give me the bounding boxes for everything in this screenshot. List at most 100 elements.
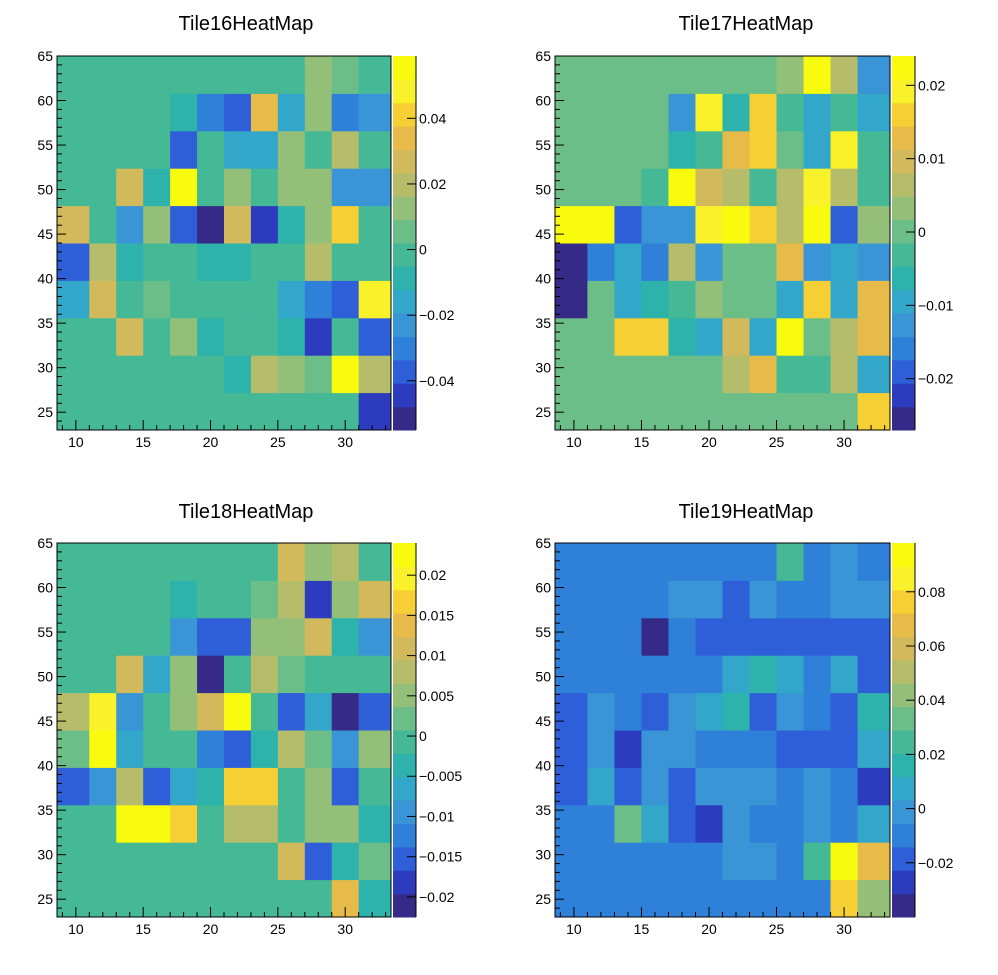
heatmap-cell <box>143 655 171 694</box>
heatmap-cell <box>857 767 886 806</box>
x-tick-label: 10 <box>566 921 582 937</box>
colorbar-segment <box>892 359 915 384</box>
colorbar-segment <box>393 336 416 361</box>
heatmap-cell <box>224 580 252 619</box>
heatmap-cell <box>89 692 117 731</box>
heatmap-cell <box>277 617 306 656</box>
colorbar-segment <box>892 870 915 895</box>
colorbar-segment <box>892 149 915 174</box>
heatmap-cell <box>358 655 387 694</box>
y-tick-label: 45 <box>535 713 551 729</box>
colorbar-tick-label: 0.02 <box>419 176 446 192</box>
heatmap-cell <box>614 168 642 207</box>
heatmap-cell <box>170 317 198 356</box>
colorbar-tick-label: −0.02 <box>419 307 455 323</box>
heatmap-cell <box>668 842 696 881</box>
y-tick-label: 25 <box>37 404 53 420</box>
heatmap-cell <box>722 655 751 694</box>
heatmap-cell <box>385 392 391 431</box>
heatmap-cell <box>331 655 360 694</box>
heatmap-cell <box>277 655 306 694</box>
heatmap-cell <box>830 280 859 319</box>
heatmap-cell <box>587 804 615 843</box>
heatmap-cell <box>358 692 387 731</box>
y-tick-label: 45 <box>37 226 53 242</box>
heatmap-cell <box>170 767 198 806</box>
x-tick-label: 20 <box>701 434 717 450</box>
heatmap-cell <box>884 56 890 94</box>
heatmap-cell <box>776 767 805 806</box>
y-tick-label: 40 <box>37 271 53 287</box>
heatmap-cell <box>884 617 890 656</box>
heatmap-cell <box>57 580 90 619</box>
heatmap-cell <box>57 842 90 881</box>
heatmap-cell <box>722 730 751 768</box>
heatmap-cell <box>143 804 171 843</box>
heatmap-cell <box>89 543 117 581</box>
heatmap-cell <box>830 617 859 656</box>
heatmap-cell <box>587 392 615 431</box>
heatmap-cell <box>668 280 696 319</box>
heatmap-cell <box>641 692 669 731</box>
heatmap-cell <box>170 130 198 169</box>
colorbar-segment <box>393 823 416 848</box>
colorbar-segment <box>393 266 416 291</box>
heatmap-cell <box>641 655 669 694</box>
heatmap-cell <box>857 730 886 768</box>
heatmap-cell <box>749 243 778 281</box>
x-tick-label: 10 <box>566 434 582 450</box>
y-tick-label: 50 <box>535 182 551 198</box>
heatmap-cell <box>776 842 805 881</box>
heatmap-cell <box>776 56 805 94</box>
heatmap-cell <box>170 842 198 881</box>
heatmap-cell <box>304 243 333 281</box>
colorbar-segment <box>892 823 915 848</box>
heatmap-cell <box>277 692 306 731</box>
heatmap-cell <box>722 842 751 881</box>
heatmap-cell <box>197 205 225 244</box>
heatmap-cell <box>89 317 117 356</box>
heatmap-cell <box>776 93 805 132</box>
heatmap-cell <box>358 93 387 132</box>
heatmap-cell <box>776 879 805 918</box>
y-tick-label: 40 <box>535 271 551 287</box>
heatmap-cell <box>89 842 117 881</box>
heatmap-cell <box>57 56 90 94</box>
heatmap-cell <box>641 56 669 94</box>
heatmap-cell <box>884 804 890 843</box>
heatmap-cell <box>857 580 886 619</box>
colorbar-segment <box>892 566 915 591</box>
heatmap-cell <box>224 168 252 207</box>
heatmap-cell <box>385 617 391 656</box>
heatmap-cell <box>170 617 198 656</box>
heatmap-cell <box>884 317 890 356</box>
heatmap-cell <box>143 692 171 731</box>
y-tick-label: 50 <box>37 669 53 685</box>
heatmap-cell <box>641 392 669 431</box>
heatmap-cell <box>857 879 886 918</box>
heatmap-cell <box>587 355 615 394</box>
heatmap-cell <box>776 355 805 394</box>
heatmap-cell <box>385 243 391 281</box>
heatmap-cell <box>695 730 723 768</box>
heatmap-cell <box>722 767 751 806</box>
heatmap-cell <box>695 543 723 581</box>
heatmap-cell <box>668 767 696 806</box>
heatmap-cell <box>722 130 751 169</box>
heatmap-cell <box>304 879 333 918</box>
heatmap-cell <box>884 879 890 918</box>
heatmap-cell <box>277 804 306 843</box>
y-tick-label: 35 <box>535 315 551 331</box>
heatmap-cell <box>614 355 642 394</box>
colorbar-tick-label: −0.005 <box>419 768 462 784</box>
heatmap-cell <box>224 280 252 319</box>
heatmap-cell <box>830 205 859 244</box>
heatmap-cell <box>830 93 859 132</box>
heatmap-cell <box>695 280 723 319</box>
colorbar-tick-label: 0 <box>419 242 427 258</box>
heatmap-cell <box>641 168 669 207</box>
y-tick-label: 30 <box>535 847 551 863</box>
heatmap-cell <box>224 130 252 169</box>
heatmap-cell <box>668 355 696 394</box>
heatmap-cell <box>555 168 588 207</box>
